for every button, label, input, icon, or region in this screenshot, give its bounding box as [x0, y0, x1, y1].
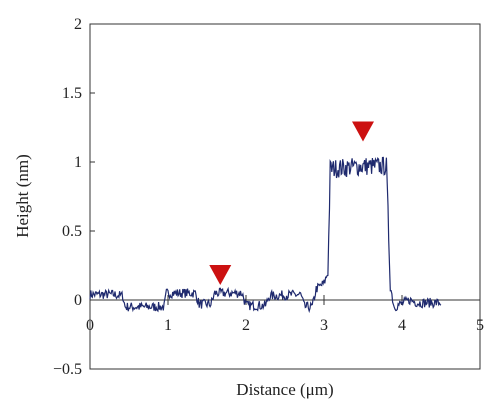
x-tick-label: 4: [398, 317, 406, 334]
y-tick-label: 0.5: [62, 223, 82, 240]
x-axis-label: Distance (μm): [236, 380, 333, 399]
x-tick-label: 2: [242, 317, 250, 334]
plot-frame: [89, 23, 481, 370]
marker-triangle: [352, 121, 374, 142]
x-tick-label: 3: [320, 317, 328, 334]
y-tick-label: 1: [74, 154, 82, 171]
y-axis-label: Height (nm): [13, 154, 32, 238]
y-tick-label: −0.5: [53, 361, 82, 378]
x-tick-label: 1: [164, 317, 172, 334]
x-tick-label: 5: [476, 317, 484, 334]
markers: [209, 121, 374, 285]
x-tick-label: 0: [86, 317, 94, 334]
y-tick-label: 1.5: [62, 85, 82, 102]
y-tick-label: 0: [74, 292, 82, 309]
y-axis: −0.5 0 0.5 1 1.5 2: [53, 16, 95, 378]
marker-triangle: [209, 264, 232, 285]
height-profile-line: [89, 156, 442, 314]
y-tick-label: 2: [74, 16, 82, 33]
